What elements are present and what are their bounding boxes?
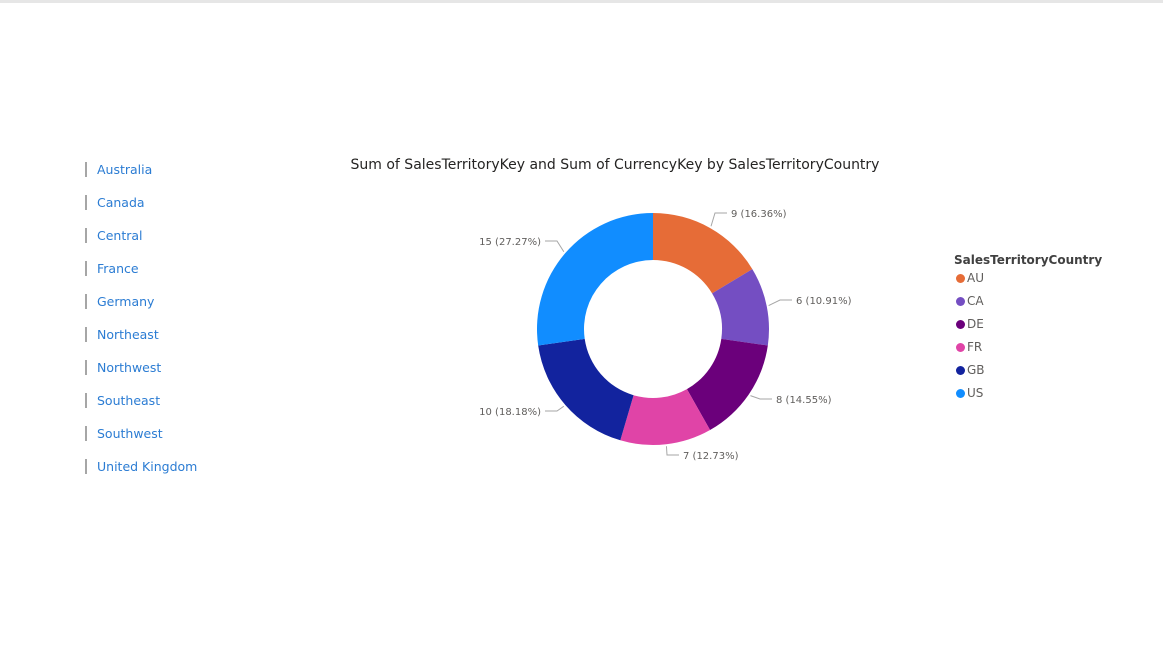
data-label: 8 (14.55%) <box>776 395 832 406</box>
legend-item[interactable]: US <box>954 385 1102 408</box>
legend-label: DE <box>967 317 984 331</box>
slicer-item[interactable]: Southwest <box>85 425 285 458</box>
chart-legend: SalesTerritoryCountry AU CA DE FR GB US <box>954 253 1102 408</box>
slicer-item-label: Germany <box>97 294 155 309</box>
legend-item[interactable]: FR <box>954 339 1102 362</box>
donut-slice-gb[interactable] <box>538 338 634 441</box>
legend-label: US <box>967 386 984 400</box>
slicer-item[interactable]: Northeast <box>85 326 285 359</box>
legend-label: CA <box>967 294 984 308</box>
slicer-item[interactable]: Canada <box>85 194 285 227</box>
slicer-item-marker <box>85 228 87 243</box>
slicer-item[interactable]: Australia <box>85 161 285 194</box>
slicer-item[interactable]: Central <box>85 227 285 260</box>
legend-swatch <box>956 297 965 306</box>
legend-label: GB <box>967 363 985 377</box>
slicer-item-marker <box>85 294 87 309</box>
donut-slice-ca[interactable] <box>712 269 769 346</box>
leader-line <box>768 299 792 307</box>
slicer-item-label: Central <box>97 228 143 243</box>
data-label: 6 (10.91%) <box>796 296 852 307</box>
slicer-item-label: Canada <box>97 195 145 210</box>
legend-items: AU CA DE FR GB US <box>954 270 1102 408</box>
legend-swatch <box>956 343 965 352</box>
slicer-item-marker <box>85 261 87 276</box>
leader-line <box>665 446 679 456</box>
slicer-item[interactable]: United Kingdom <box>85 458 285 491</box>
slicer-item[interactable]: France <box>85 260 285 293</box>
slicer-item[interactable]: Southeast <box>85 392 285 425</box>
top-border <box>0 0 1163 3</box>
legend-item[interactable]: DE <box>954 316 1102 339</box>
slicer-item-marker <box>85 393 87 408</box>
slicer-item-label: United Kingdom <box>97 459 198 474</box>
legend-swatch <box>956 320 965 329</box>
data-label: 15 (27.27%) <box>479 237 541 248</box>
slicer-item-marker <box>85 162 87 177</box>
slicer-item-label: Northeast <box>97 327 159 342</box>
leader-line <box>545 405 565 412</box>
leader-line <box>545 240 565 252</box>
slicer-item-label: Southeast <box>97 393 161 408</box>
slicer-item[interactable]: Germany <box>85 293 285 326</box>
donut-slice-au[interactable] <box>653 213 753 294</box>
slicer-item-label: Southwest <box>97 426 163 441</box>
slicer-item-marker <box>85 459 87 474</box>
slicer-item-label: Northwest <box>97 360 162 375</box>
data-label: 7 (12.73%) <box>683 451 739 462</box>
slicer-item-label: Australia <box>97 162 153 177</box>
data-label: 9 (16.36%) <box>731 209 787 220</box>
legend-swatch <box>956 389 965 398</box>
legend-title: SalesTerritoryCountry <box>954 253 1103 267</box>
legend-label: FR <box>967 340 983 354</box>
donut-slice-us[interactable] <box>537 213 653 346</box>
leader-line <box>710 212 727 227</box>
legend-label: AU <box>967 271 984 285</box>
slicer-item-marker <box>85 327 87 342</box>
leader-line <box>750 395 772 400</box>
slicer-item-marker <box>85 426 87 441</box>
legend-swatch <box>956 366 965 375</box>
legend-item[interactable]: GB <box>954 362 1102 385</box>
data-label: 10 (18.18%) <box>479 407 541 418</box>
legend-swatch <box>956 274 965 283</box>
slicer-item-label: France <box>97 261 139 276</box>
donut-slice-de[interactable] <box>686 338 768 431</box>
chart-title: Sum of SalesTerritoryKey and Sum of Curr… <box>350 157 880 173</box>
legend-item[interactable]: CA <box>954 293 1102 316</box>
territory-slicer: Australia Canada Central France Germany North… <box>85 161 285 491</box>
donut-slice-fr[interactable] <box>620 389 711 446</box>
slicer-item-marker <box>85 195 87 210</box>
slicer-item-marker <box>85 360 87 375</box>
slicer-item[interactable]: Northwest <box>85 359 285 392</box>
legend-item[interactable]: AU <box>954 270 1102 293</box>
